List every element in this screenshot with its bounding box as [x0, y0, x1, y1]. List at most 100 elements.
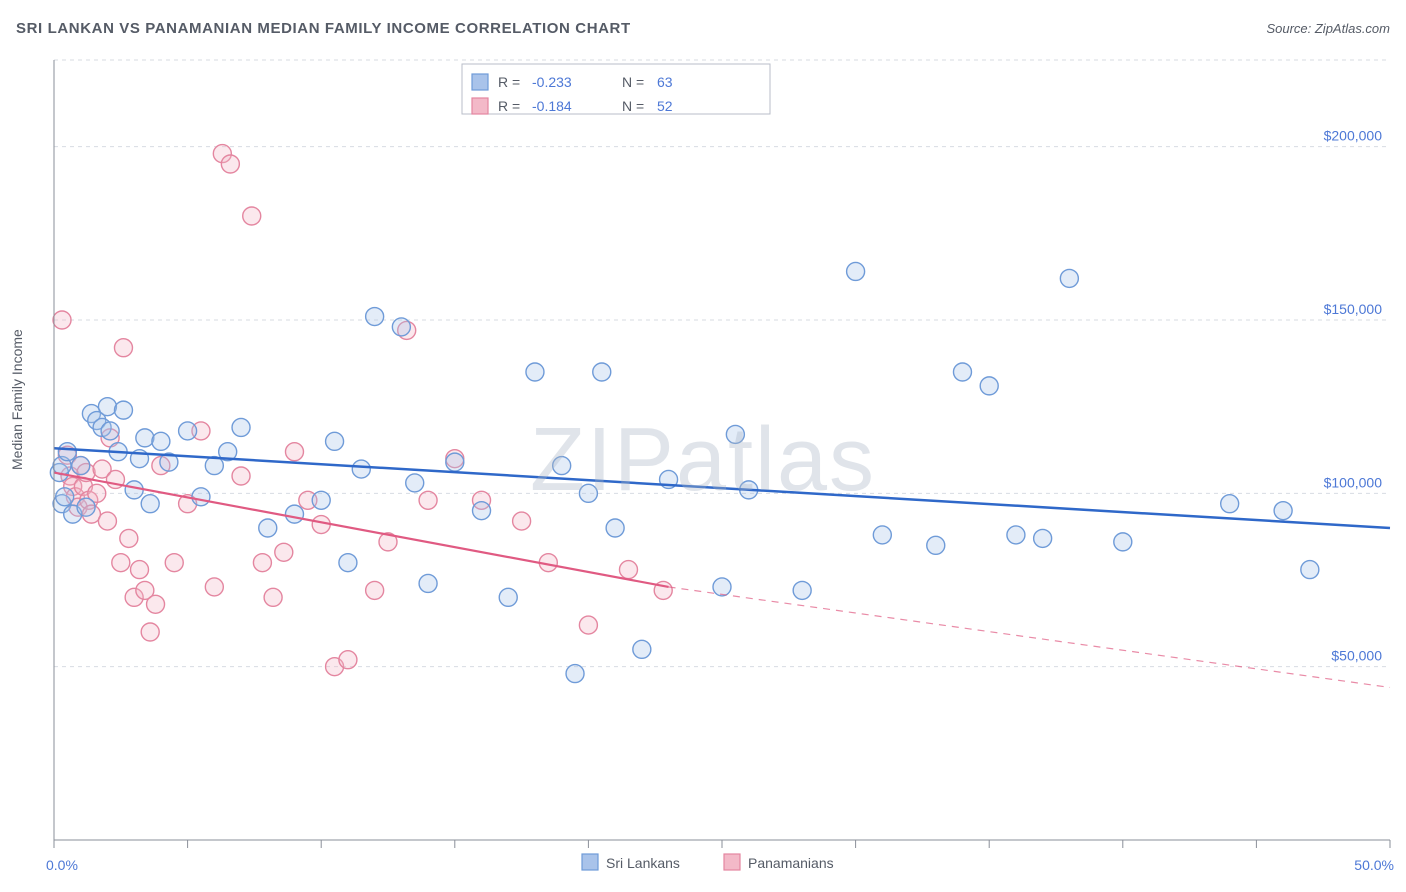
data-point [366, 308, 384, 326]
data-point [793, 581, 811, 599]
data-point [131, 561, 149, 579]
source-attribution: Source: ZipAtlas.com [1266, 21, 1390, 36]
data-point [526, 363, 544, 381]
data-point [152, 432, 170, 450]
data-point [205, 578, 223, 596]
data-point [72, 457, 90, 475]
y-tick-label: $150,000 [1324, 301, 1383, 317]
data-point [873, 526, 891, 544]
data-point [98, 398, 116, 416]
data-point [927, 536, 945, 554]
chart-area: ZIPatlas $50,000$100,000$150,000$200,000… [0, 50, 1406, 892]
y-tick-label: $200,000 [1324, 128, 1383, 144]
data-point [243, 207, 261, 225]
data-point [1060, 269, 1078, 287]
legend-n-label: N = [622, 74, 644, 90]
data-point [953, 363, 971, 381]
y-tick-label: $50,000 [1331, 648, 1382, 664]
data-point [579, 616, 597, 634]
data-point [253, 554, 271, 572]
data-point [499, 588, 517, 606]
data-point [1274, 502, 1292, 520]
data-point [980, 377, 998, 395]
data-point [136, 429, 154, 447]
data-point [259, 519, 277, 537]
data-point [619, 561, 637, 579]
data-point [285, 505, 303, 523]
scatter-chart: $50,000 $100,000 $150,000 $200,000 0.0% 50.0%… [0, 50, 1406, 892]
data-point [446, 453, 464, 471]
legend-r-value: -0.184 [532, 98, 572, 114]
data-point [125, 481, 143, 499]
data-point [58, 443, 76, 461]
data-point [53, 311, 71, 329]
data-point [1034, 529, 1052, 547]
data-point [847, 262, 865, 280]
data-point [419, 574, 437, 592]
data-point [1301, 561, 1319, 579]
data-point [1007, 526, 1025, 544]
data-point [513, 512, 531, 530]
data-point [339, 554, 357, 572]
trend-line-dashed [669, 587, 1390, 688]
data-point [419, 491, 437, 509]
data-point [726, 425, 744, 443]
x-tick-label: 0.0% [46, 857, 78, 873]
data-point [120, 529, 138, 547]
data-point [553, 457, 571, 475]
data-point [77, 498, 95, 516]
source-name: ZipAtlas.com [1315, 21, 1390, 36]
legend-n-value: 52 [657, 98, 673, 114]
data-point [339, 651, 357, 669]
chart-title: SRI LANKAN VS PANAMANIAN MEDIAN FAMILY I… [16, 20, 631, 37]
data-point [112, 554, 130, 572]
legend-swatch [472, 74, 488, 90]
legend-series-label: Panamanians [748, 855, 834, 871]
data-point [579, 484, 597, 502]
data-point [352, 460, 370, 478]
data-point [114, 339, 132, 357]
x-tick-label: 50.0% [1354, 857, 1394, 873]
data-point [165, 554, 183, 572]
y-tick-label: $100,000 [1324, 474, 1383, 490]
data-point [232, 467, 250, 485]
legend-series-label: Sri Lankans [606, 855, 680, 871]
chart-header: SRI LANKAN VS PANAMANIAN MEDIAN FAMILY I… [0, 0, 1406, 48]
source-label: Source: [1266, 21, 1314, 36]
data-point [147, 595, 165, 613]
data-point [1221, 495, 1239, 513]
data-point [312, 491, 330, 509]
data-point [566, 665, 584, 683]
data-point [366, 581, 384, 599]
data-point [392, 318, 410, 336]
data-point [593, 363, 611, 381]
data-point [98, 512, 116, 530]
data-point [141, 495, 159, 513]
data-point [264, 588, 282, 606]
data-point [192, 488, 210, 506]
y-axis-title: Median Family Income [9, 329, 25, 470]
legend-r-label: R = [498, 74, 520, 90]
data-point [326, 432, 344, 450]
data-point [221, 155, 239, 173]
legend-r-label: R = [498, 98, 520, 114]
data-point [232, 418, 250, 436]
data-point [101, 422, 119, 440]
data-point [606, 519, 624, 537]
legend-n-label: N = [622, 98, 644, 114]
data-point [285, 443, 303, 461]
data-point [114, 401, 132, 419]
data-point [275, 543, 293, 561]
data-point [406, 474, 424, 492]
data-point [713, 578, 731, 596]
data-point [179, 422, 197, 440]
data-point [633, 640, 651, 658]
trend-line [54, 448, 1390, 528]
legend-swatch [582, 854, 598, 870]
legend-swatch [724, 854, 740, 870]
data-point [141, 623, 159, 641]
legend-swatch [472, 98, 488, 114]
data-point [1114, 533, 1132, 551]
legend-n-value: 63 [657, 74, 673, 90]
legend-r-value: -0.233 [532, 74, 572, 90]
